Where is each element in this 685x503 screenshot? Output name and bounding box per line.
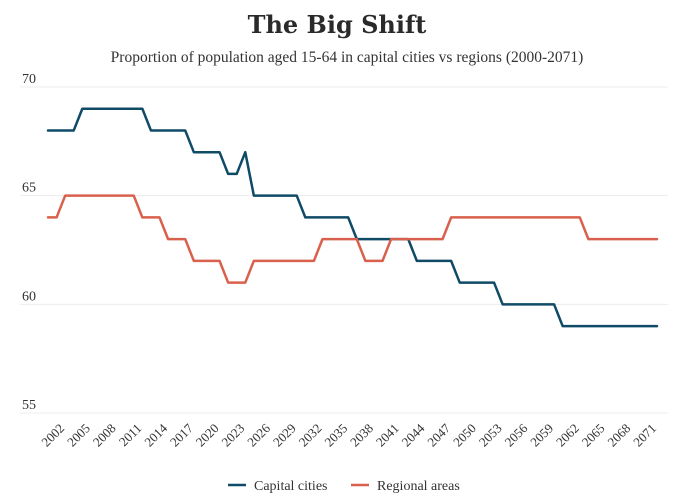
chart-subtitle: Proportion of population aged 15-64 in c… (111, 49, 584, 66)
series-lines (46, 107, 659, 328)
gridlines (20, 86, 668, 414)
x-tick-label: 2029 (270, 421, 299, 450)
x-tick-label: 2008 (90, 421, 119, 450)
x-tick-label: 2041 (373, 421, 402, 450)
x-tick-label: 2065 (579, 421, 608, 450)
y-tick-label: 60 (22, 289, 36, 304)
x-tick-label: 2002 (38, 421, 67, 450)
x-tick-label: 2056 (501, 420, 530, 449)
legend-label: Capital cities (254, 479, 327, 494)
x-tick-label: 2047 (424, 420, 453, 449)
series-line-2 (46, 194, 659, 284)
x-tick-label: 2014 (141, 420, 170, 449)
x-tick-label: 2059 (527, 421, 556, 450)
x-tick-label: 2062 (553, 421, 582, 450)
x-tick-label: 2005 (64, 421, 93, 450)
x-tick-label: 2050 (450, 421, 479, 450)
x-tick-label: 2044 (399, 420, 428, 449)
x-tick-label: 2023 (218, 421, 247, 450)
x-tick-label: 2053 (476, 421, 505, 450)
y-tick-label: 65 (22, 181, 36, 196)
y-tick-label: 70 (22, 72, 36, 87)
x-tick-label: 2017 (167, 420, 196, 449)
x-tick-label: 2020 (193, 421, 222, 450)
legend: Capital cities Regional areas (228, 479, 460, 494)
series-line-1 (46, 107, 659, 328)
x-tick-label: 2011 (116, 421, 145, 450)
x-tick-label: 2038 (347, 421, 376, 450)
chart-title: The Big Shift (248, 10, 427, 39)
x-tick-label: 2071 (630, 421, 659, 450)
y-tick-label: 55 (22, 398, 36, 413)
x-tick-label: 2032 (296, 421, 325, 450)
x-tick-label: 2068 (604, 421, 633, 450)
x-tick-label: 2035 (321, 421, 350, 450)
x-tick-label: 2026 (244, 420, 273, 449)
legend-label: Regional areas (377, 479, 460, 494)
y-axis-ticks: 55 60 65 70 (22, 72, 36, 413)
x-axis-ticks: 2002200520082011201420172020202320262029… (38, 420, 659, 449)
